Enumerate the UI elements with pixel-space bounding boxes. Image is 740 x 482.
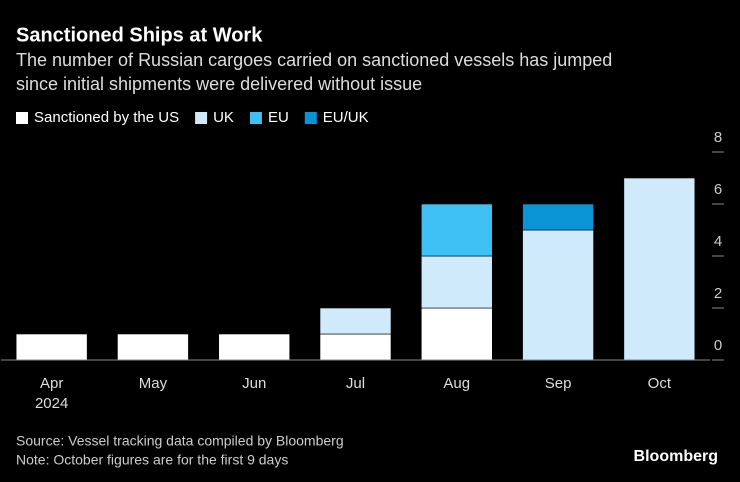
y-tick-label: 6 [714,181,722,198]
x-tick-label: Jul [346,375,365,392]
bar-segment [420,307,493,361]
legend-swatch [304,112,317,124]
note: Note: October figures are for the first … [16,452,288,468]
subtitle: The number of Russian cargoes carried on… [16,50,612,70]
x-year-label: 2024 [35,395,68,412]
legend-label: Sanctioned by the US [34,109,179,126]
chart-title: Sanctioned Ships at Work [16,24,263,46]
bar-segment [117,333,189,361]
bar-segment [319,333,392,361]
bar-segment [319,307,392,335]
y-tick-label: 2 [714,285,722,302]
bar-segment [522,203,594,231]
legend-label: EU/UK [323,109,369,126]
legend-swatch [195,112,208,124]
subtitle: since initial shipments were delivered w… [16,74,422,94]
x-tick-label: May [139,375,168,392]
legend-swatch [249,112,262,124]
x-tick-label: Apr [40,375,63,392]
source-note: Source: Vessel tracking data compiled by… [16,433,344,449]
bar-segment [420,255,493,309]
brand: Bloomberg [634,448,718,465]
y-tick-label: 0 [714,337,722,354]
legend-label: UK [213,109,234,126]
x-tick-label: Sep [545,375,572,392]
y-tick-label: 8 [714,129,722,146]
x-tick-label: Jun [242,375,266,392]
bar-segment [218,333,291,361]
bar-segment [623,177,696,361]
bar-segment [420,203,493,257]
x-tick-label: Aug [443,375,470,392]
legend-label: EU [268,109,289,126]
x-tick-label: Oct [648,375,672,392]
legend-swatch [16,112,28,124]
bar-segment [15,333,88,361]
bar-segment [522,229,594,361]
y-tick-label: 4 [714,233,722,250]
